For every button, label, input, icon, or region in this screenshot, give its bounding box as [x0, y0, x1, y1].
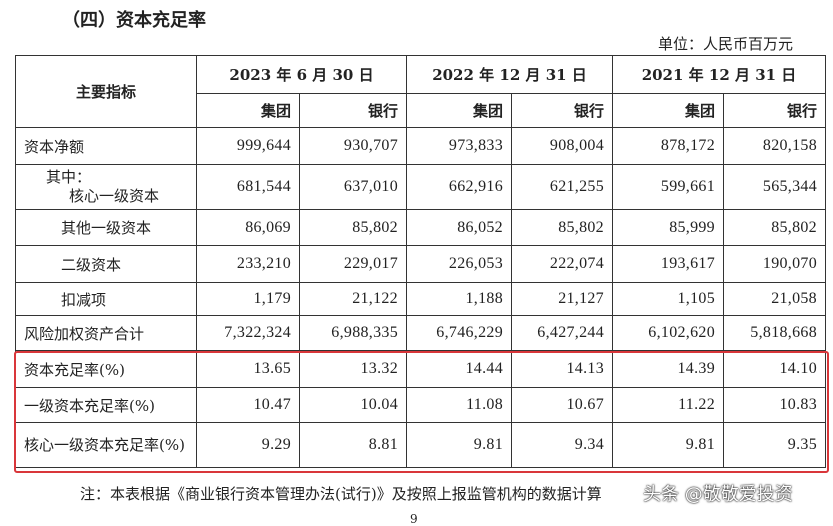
- row-label-prefix: 其中：: [46, 168, 92, 186]
- row-label: 二级资本: [15, 245, 197, 283]
- table-row: 资本净额 999,644 930,707 973,833 908,004 878,172 8…: [15, 127, 826, 165]
- cell-value: 85,999: [612, 209, 724, 246]
- cell-value: 85,802: [723, 209, 826, 246]
- row-label: 资本净额: [15, 127, 197, 165]
- cell-value: 11.22: [612, 387, 724, 423]
- cell-value: 999,644: [196, 127, 300, 165]
- table-row: 一级资本充足率(%) 10.47 10.04 11.08 10.67 11.22 10.83: [15, 387, 826, 423]
- cell-value: 681,544: [196, 164, 300, 210]
- cell-value: 21,127: [511, 282, 613, 316]
- cell-value: 21,058: [723, 282, 826, 316]
- cell-value: 1,179: [196, 282, 300, 316]
- cell-value: 85,802: [511, 209, 613, 246]
- cell-value: 565,344: [723, 164, 826, 210]
- section-title: （四）资本充足率: [62, 10, 206, 31]
- cell-value: 229,017: [299, 245, 407, 283]
- cell-value: 85,802: [299, 209, 407, 246]
- cell-value: 1,105: [612, 282, 724, 316]
- cell-value: 86,052: [406, 209, 512, 246]
- cell-value: 6,746,229: [406, 315, 512, 351]
- cell-value: 9.29: [196, 422, 300, 468]
- table-row: 扣减项 1,179 21,122 1,188 21,127 1,105 21,058: [15, 282, 826, 316]
- cell-value: 14.39: [612, 350, 724, 388]
- header-sub: 集团: [196, 93, 300, 128]
- cell-value: 193,617: [612, 245, 724, 283]
- cell-value: 11.08: [406, 387, 512, 423]
- table-row: 二级资本 233,210 229,017 226,053 222,074 193,617 1…: [15, 245, 826, 283]
- cell-value: 6,988,335: [299, 315, 407, 351]
- cell-value: 226,053: [406, 245, 512, 283]
- row-label: 资本充足率(%): [15, 350, 197, 388]
- cell-value: 21,122: [299, 282, 407, 316]
- table-row: 资本充足率(%) 13.65 13.32 14.44 14.13 14.39 14.10: [15, 350, 826, 388]
- cell-value: 9.35: [723, 422, 826, 468]
- cell-value: 13.32: [299, 350, 407, 388]
- table-row: 核心一级资本充足率(%) 9.29 8.81 9.81 9.34 9.81 9.35: [15, 422, 826, 468]
- unit-label: 单位：人民币百万元: [657, 35, 793, 53]
- cell-value: 233,210: [196, 245, 300, 283]
- row-label: 其他一级资本: [15, 209, 197, 246]
- cell-value: 222,074: [511, 245, 613, 283]
- header-indicator: 主要指标: [15, 55, 197, 128]
- row-label: 其中： 核心一级资本: [15, 164, 197, 210]
- header-sub: 集团: [612, 93, 724, 128]
- cell-value: 10.83: [723, 387, 826, 423]
- row-label-main: 核心一级资本: [69, 187, 160, 205]
- cell-value: 10.47: [196, 387, 300, 423]
- cell-value: 6,102,620: [612, 315, 724, 351]
- cell-value: 7,322,324: [196, 315, 300, 351]
- cell-value: 10.67: [511, 387, 613, 423]
- row-label: 风险加权资产合计: [15, 315, 197, 351]
- header-period: 2021 年 12 月 31 日: [612, 55, 826, 94]
- row-label: 核心一级资本充足率(%): [15, 422, 197, 468]
- table-note: 注：本表根据《商业银行资本管理办法(试行)》及按照上报监管机构的数据计算: [80, 485, 602, 503]
- cell-value: 190,070: [723, 245, 826, 283]
- cell-value: 6,427,244: [511, 315, 613, 351]
- cell-value: 86,069: [196, 209, 300, 246]
- cell-value: 9.34: [511, 422, 613, 468]
- cell-value: 14.13: [511, 350, 613, 388]
- highlight-box: [14, 351, 829, 473]
- header-period: 2023 年 6 月 30 日: [196, 55, 407, 94]
- header-sub: 银行: [511, 93, 613, 128]
- header-period: 2022 年 12 月 31 日: [406, 55, 613, 94]
- cell-value: 621,255: [511, 164, 613, 210]
- row-label: 扣减项: [15, 282, 197, 316]
- table-row: 其他一级资本 86,069 85,802 86,052 85,802 85,999 85,8…: [15, 209, 826, 246]
- cell-value: 599,661: [612, 164, 724, 210]
- table-row: 风险加权资产合计 7,322,324 6,988,335 6,746,229 6,427…: [15, 315, 826, 351]
- header-sub: 银行: [723, 93, 826, 128]
- header-sub: 集团: [406, 93, 512, 128]
- cell-value: 9.81: [406, 422, 512, 468]
- page-number: 9: [410, 512, 418, 526]
- watermark: 头条 @敬敬爱投资: [643, 484, 793, 505]
- capital-adequacy-table: 主要指标 2023 年 6 月 30 日 2022 年 12 月 31 日 20…: [15, 55, 826, 468]
- row-label: 一级资本充足率(%): [15, 387, 197, 423]
- cell-value: 637,010: [299, 164, 407, 210]
- cell-value: 930,707: [299, 127, 407, 165]
- cell-value: 908,004: [511, 127, 613, 165]
- cell-value: 1,188: [406, 282, 512, 316]
- cell-value: 973,833: [406, 127, 512, 165]
- cell-value: 9.81: [612, 422, 724, 468]
- header-sub: 银行: [299, 93, 407, 128]
- cell-value: 878,172: [612, 127, 724, 165]
- cell-value: 8.81: [299, 422, 407, 468]
- table-row: 其中： 核心一级资本 681,544 637,010 662,916 621,255 599…: [15, 164, 826, 210]
- cell-value: 820,158: [723, 127, 826, 165]
- cell-value: 5,818,668: [723, 315, 826, 351]
- cell-value: 13.65: [196, 350, 300, 388]
- cell-value: 662,916: [406, 164, 512, 210]
